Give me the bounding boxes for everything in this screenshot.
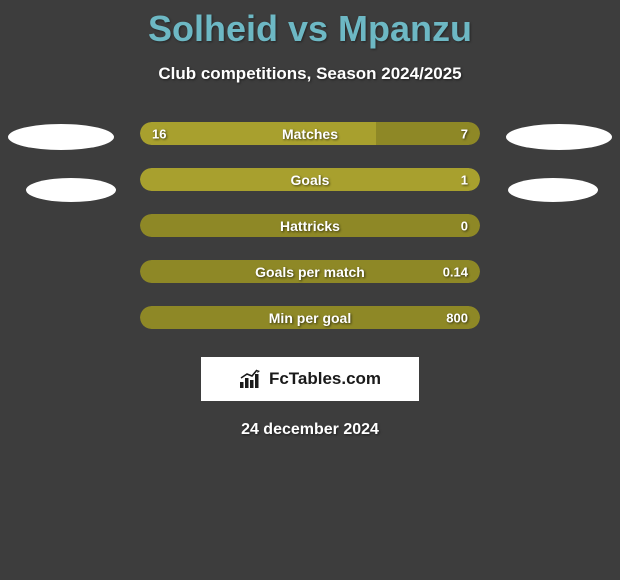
page-title: Solheid vs Mpanzu — [0, 0, 620, 50]
stat-row-hattricks: Hattricks 0 — [140, 214, 480, 237]
stat-row-min-per-goal: Min per goal 800 — [140, 306, 480, 329]
player-left-avatar-placeholder — [8, 124, 114, 150]
stat-label: Hattricks — [280, 218, 340, 234]
chart-icon — [239, 369, 263, 389]
stat-value-right: 0 — [461, 218, 468, 233]
stat-label: Matches — [282, 126, 338, 142]
stat-label: Min per goal — [269, 310, 351, 326]
stat-value-right: 0.14 — [443, 264, 468, 279]
stat-value-right: 800 — [446, 310, 468, 325]
date-text: 24 december 2024 — [0, 421, 620, 439]
stat-row-matches: 16 Matches 7 — [140, 122, 480, 145]
logo-text: FcTables.com — [269, 369, 381, 389]
club-left-logo-placeholder — [26, 178, 116, 202]
stat-label: Goals per match — [255, 264, 365, 280]
stat-value-right: 7 — [461, 126, 468, 141]
stat-bar-left — [140, 122, 376, 145]
stats-container: 16 Matches 7 Goals 1 Hattricks 0 Goals p… — [0, 122, 620, 329]
fctables-logo[interactable]: FcTables.com — [201, 357, 419, 401]
stat-label: Goals — [291, 172, 330, 188]
stat-row-goals-per-match: Goals per match 0.14 — [140, 260, 480, 283]
club-right-logo-placeholder — [508, 178, 598, 202]
player-right-avatar-placeholder — [506, 124, 612, 150]
page-subtitle: Club competitions, Season 2024/2025 — [0, 64, 620, 84]
stat-row-goals: Goals 1 — [140, 168, 480, 191]
stat-value-left: 16 — [152, 126, 166, 141]
stat-value-right: 1 — [461, 172, 468, 187]
